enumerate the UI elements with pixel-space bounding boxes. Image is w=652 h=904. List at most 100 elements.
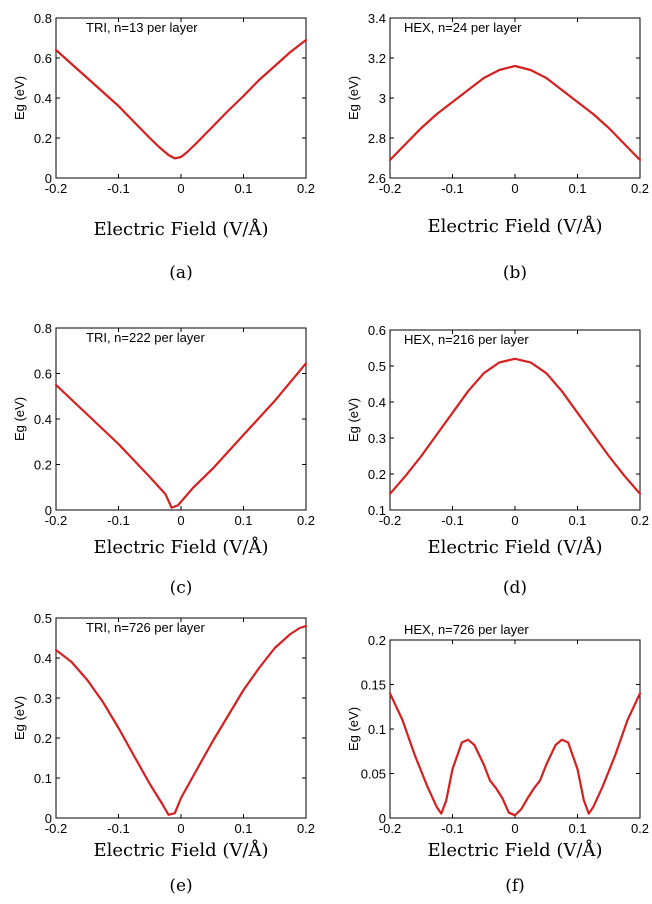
y-tick-label-e-0: 0 — [45, 811, 52, 826]
plot-frame-d — [389, 329, 641, 511]
x-tick-label-e-2: 0 — [177, 821, 184, 836]
yaxis-label-f: Eg (eV) — [346, 707, 361, 751]
panel-a: -0.2 -0.1 0 0.1 0.2 0 0.2 0.4 0.6 0.8 Eg (eV) TRI, … — [0, 0, 326, 300]
x-tick-label-c-3: 0.1 — [234, 513, 252, 528]
x-tick-label-c-2: 0 — [177, 513, 184, 528]
series-line-f-0 — [388, 692, 642, 817]
x-tick-label-e-1: -0.1 — [107, 821, 129, 836]
series-line-b-0 — [388, 64, 642, 162]
y-tick-label-b-2: 3 — [379, 91, 386, 106]
y-tick-label-a-2: 0.4 — [34, 91, 52, 106]
y-tick-label-a-3: 0.6 — [34, 51, 52, 66]
y-tick-label-d-4: 0.5 — [368, 359, 386, 374]
caption-c: (c) — [169, 578, 193, 598]
x-tick-label-b-4: 0.2 — [631, 181, 649, 196]
y-tick-label-e-5: 0.5 — [34, 611, 52, 626]
y-tick-label-f-4: 0.2 — [368, 633, 386, 648]
y-tick-label-c-1: 0.2 — [34, 458, 52, 473]
y-tick-label-c-0: 0 — [45, 503, 52, 518]
y-tick-label-f-1: 0.05 — [361, 767, 386, 782]
x-tick-label-d-4: 0.2 — [631, 513, 649, 528]
panel-b: -0.2 -0.1 0 0.1 0.2 2.6 2.8 3 3.2 3.4 Eg (eV) HEX, … — [326, 0, 652, 300]
xaxis-label-f: Electric Field (V/Å) — [427, 840, 603, 861]
x-tick-label-e-3: 0.1 — [234, 821, 252, 836]
x-tick-label-f-2: 0 — [511, 821, 518, 836]
series-line-c-0 — [54, 362, 308, 509]
panel-d: -0.2 -0.1 0 0.1 0.2 0.1 0.2 0.3 0.4 0.5 0.6 Eg (eV)… — [326, 310, 652, 610]
yaxis-label-e: Eg (eV) — [12, 696, 27, 740]
caption-b: (b) — [502, 263, 528, 283]
panel-e: -0.2 -0.1 0 0.1 0.2 0 0.1 0.2 0.3 0.4 0.5 Eg (eV) TR… — [0, 600, 326, 904]
x-tick-label-b-2: 0 — [511, 181, 518, 196]
xaxis-label-e: Electric Field (V/Å) — [93, 840, 269, 861]
x-tick-label-d-3: 0.1 — [568, 513, 586, 528]
y-tick-label-b-1: 2.8 — [368, 131, 386, 146]
yaxis-label-d: Eg (eV) — [346, 398, 361, 442]
x-tick-label-b-1: -0.1 — [441, 181, 463, 196]
y-tick-label-e-2: 0.2 — [34, 731, 52, 746]
plot-frame-b — [389, 17, 641, 179]
yaxis-label-c: Eg (eV) — [12, 397, 27, 441]
x-tick-label-c-4: 0.2 — [297, 513, 315, 528]
y-tick-label-e-1: 0.1 — [34, 771, 52, 786]
x-tick-label-d-1: -0.1 — [441, 513, 463, 528]
x-tick-label-f-4: 0.2 — [631, 821, 649, 836]
x-tick-label-a-2: 0 — [177, 181, 184, 196]
xaxis-label-c: Electric Field (V/Å) — [93, 537, 269, 558]
panel-c: -0.2 -0.1 0 0.1 0.2 0 0.2 0.4 0.6 0.8 Eg (eV) TRI, … — [0, 310, 326, 610]
plot-b: -0.2 -0.1 0 0.1 0.2 2.6 2.8 3 3.2 3.4 Eg (eV) HEX, … — [346, 11, 649, 196]
x-tick-label-d-0: -0.2 — [379, 513, 401, 528]
annotation-e: TRI, n=726 per layer — [86, 620, 206, 635]
x-tick-label-f-3: 0.1 — [568, 821, 586, 836]
y-tick-label-b-4: 3.4 — [368, 11, 386, 26]
series-line-e-0 — [54, 624, 308, 816]
y-tick-label-c-2: 0.4 — [34, 412, 52, 427]
caption-a: (a) — [169, 263, 193, 283]
annotation-b: HEX, n=24 per layer — [404, 20, 522, 35]
x-tick-label-f-1: -0.1 — [441, 821, 463, 836]
x-tick-label-e-4: 0.2 — [297, 821, 315, 836]
y-tick-label-b-0: 2.6 — [368, 171, 386, 186]
x-tick-label-e-0: -0.2 — [45, 821, 67, 836]
y-tick-label-a-0: 0 — [45, 171, 52, 186]
plot-c: -0.2 -0.1 0 0.1 0.2 0 0.2 0.4 0.6 0.8 Eg (eV) TRI, … — [12, 321, 315, 528]
annotation-a: TRI, n=13 per layer — [86, 20, 198, 35]
y-tick-label-d-5: 0.6 — [368, 323, 386, 338]
annotation-d: HEX, n=216 per layer — [404, 332, 529, 347]
xaxis-label-d: Electric Field (V/Å) — [427, 537, 603, 558]
xaxis-label-a: Electric Field (V/Å) — [93, 219, 269, 240]
x-tick-label-f-0: -0.2 — [379, 821, 401, 836]
x-tick-label-a-0: -0.2 — [45, 181, 67, 196]
y-tick-label-d-3: 0.4 — [368, 395, 386, 410]
x-tick-label-a-3: 0.1 — [234, 181, 252, 196]
y-tick-label-e-4: 0.4 — [34, 651, 52, 666]
plot-f: -0.2 -0.1 0 0.1 0.2 0 0.05 0.1 0.15 0.2 Eg (eV) HEX… — [346, 622, 649, 836]
panel-f: -0.2 -0.1 0 0.1 0.2 0 0.05 0.1 0.15 0.2 Eg (eV) HEX… — [326, 600, 652, 904]
y-tick-label-f-3: 0.15 — [361, 678, 386, 693]
y-tick-label-d-0: 0.1 — [368, 503, 386, 518]
plot-frame-e — [55, 617, 307, 819]
x-tick-label-a-4: 0.2 — [297, 181, 315, 196]
x-tick-label-c-1: -0.1 — [107, 513, 129, 528]
plot-d: -0.2 -0.1 0 0.1 0.2 0.1 0.2 0.3 0.4 0.5 0.6 Eg (eV)… — [346, 323, 649, 528]
annotation-c: TRI, n=222 per layer — [86, 330, 206, 345]
caption-f: (f) — [505, 876, 525, 896]
y-tick-label-f-2: 0.1 — [368, 722, 386, 737]
x-tick-label-b-3: 0.1 — [568, 181, 586, 196]
caption-d: (d) — [502, 578, 528, 598]
y-tick-label-d-1: 0.2 — [368, 467, 386, 482]
y-tick-label-f-0: 0 — [379, 811, 386, 826]
x-tick-label-d-2: 0 — [511, 513, 518, 528]
y-tick-label-a-4: 0.8 — [34, 11, 52, 26]
xaxis-label-b: Electric Field (V/Å) — [427, 216, 603, 237]
x-tick-label-c-0: -0.2 — [45, 513, 67, 528]
y-tick-label-c-4: 0.8 — [34, 321, 52, 336]
plot-a: -0.2 -0.1 0 0.1 0.2 0 0.2 0.4 0.6 0.8 Eg (eV) TRI, … — [12, 11, 315, 196]
annotation-f: HEX, n=726 per layer — [404, 622, 529, 637]
y-tick-label-c-3: 0.6 — [34, 367, 52, 382]
plot-frame-a — [55, 17, 307, 179]
y-tick-label-d-2: 0.3 — [368, 431, 386, 446]
yaxis-label-a: Eg (eV) — [12, 76, 27, 120]
yaxis-label-b: Eg (eV) — [346, 76, 361, 120]
plot-e: -0.2 -0.1 0 0.1 0.2 0 0.1 0.2 0.3 0.4 0.5 Eg (eV) TR… — [12, 611, 315, 836]
